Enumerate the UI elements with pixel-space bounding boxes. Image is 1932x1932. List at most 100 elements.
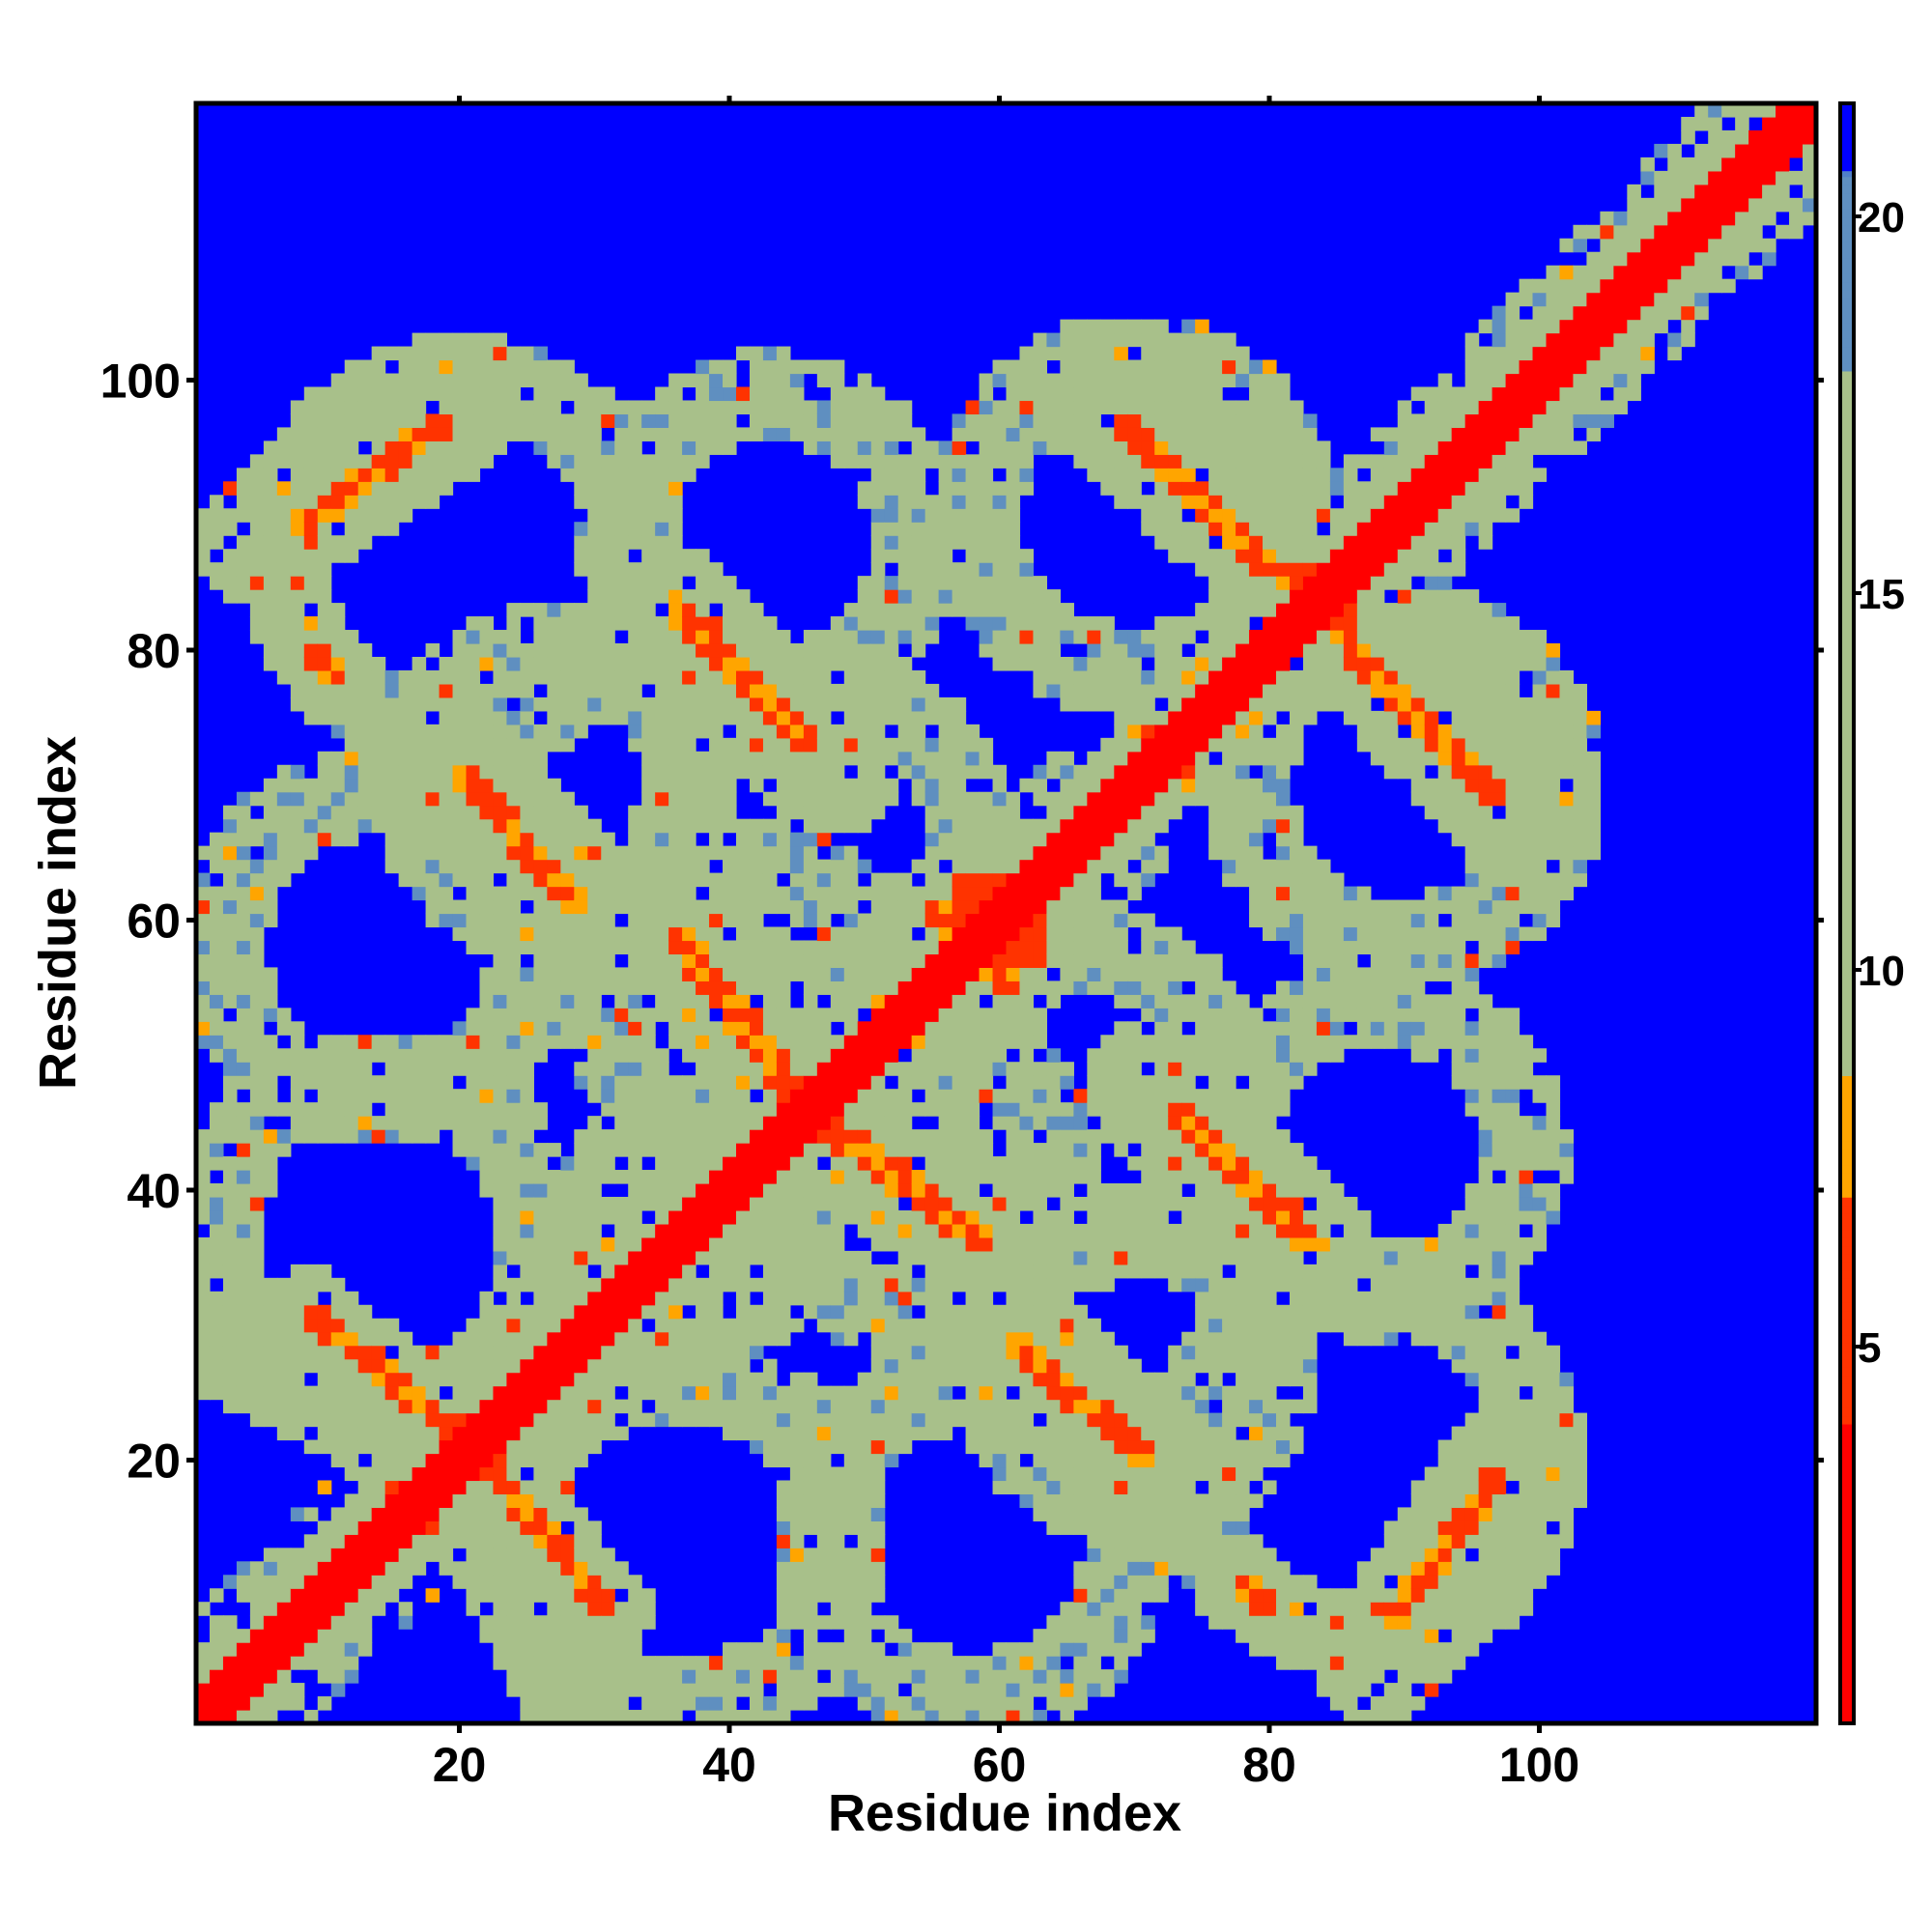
heatmap-cell: [1046, 1507, 1061, 1521]
heatmap-cell: [587, 980, 602, 995]
heatmap-cell: [776, 1629, 791, 1643]
heatmap-cell: [533, 696, 548, 712]
heatmap-cell: [601, 1008, 615, 1022]
heatmap-cell: [884, 589, 899, 604]
heatmap-cell: [965, 1439, 980, 1455]
heatmap-cell: [870, 1035, 886, 1049]
heatmap-cell: [776, 1669, 791, 1684]
heatmap-cell: [1114, 440, 1128, 455]
heatmap-cell: [776, 832, 791, 847]
heatmap-cell: [655, 1143, 669, 1157]
heatmap-cell: [236, 1170, 251, 1184]
heatmap-cell: [1006, 1291, 1021, 1306]
heatmap-cell: [357, 522, 373, 536]
heatmap-cell: [749, 346, 764, 361]
heatmap-cell: [439, 1520, 454, 1535]
heatmap-cell: [668, 1035, 683, 1049]
heatmap-cell: [749, 1696, 764, 1711]
heatmap-cell: [830, 1466, 845, 1482]
heatmap-cell: [1073, 413, 1088, 428]
heatmap-cell: [371, 791, 386, 807]
heatmap-cell: [696, 751, 710, 766]
heatmap-cell: [357, 696, 373, 712]
heatmap-cell: [466, 1035, 481, 1049]
heatmap-cell: [506, 1385, 521, 1401]
heatmap-cell: [641, 1021, 656, 1036]
heatmap-cell: [1100, 1223, 1115, 1238]
heatmap-cell: [587, 1372, 602, 1387]
heatmap-cell: [641, 522, 656, 536]
heatmap-cell: [506, 1412, 521, 1428]
heatmap-cell: [371, 1116, 386, 1130]
heatmap-cell: [574, 1642, 588, 1657]
heatmap-cell: [696, 940, 710, 955]
heatmap-cell: [506, 845, 521, 861]
heatmap-cell: [992, 1236, 1008, 1252]
heatmap-cell: [641, 454, 656, 469]
heatmap-cell: [209, 953, 224, 968]
heatmap-cell: [236, 859, 251, 874]
heatmap-cell: [249, 576, 265, 590]
heatmap-cell: [384, 832, 400, 847]
heatmap-cell: [439, 427, 454, 441]
heatmap-cell: [843, 1561, 859, 1576]
heatmap-cell: [452, 332, 468, 348]
heatmap-cell: [911, 980, 926, 995]
heatmap-cell: [1019, 1466, 1035, 1482]
heatmap-cell: [506, 683, 521, 698]
heatmap-cell: [587, 400, 602, 415]
heatmap-cell: [357, 508, 373, 523]
heatmap-cell: [371, 346, 386, 361]
heatmap-cell: [655, 845, 669, 861]
heatmap-cell: [911, 616, 926, 631]
heatmap-cell: [520, 1561, 534, 1576]
heatmap-cell: [952, 696, 967, 712]
heatmap-cell: [371, 468, 386, 482]
heatmap-cell: [709, 710, 724, 725]
heatmap-cell: [830, 1318, 845, 1333]
heatmap-cell: [628, 1089, 642, 1103]
heatmap-cell: [682, 1399, 696, 1414]
heatmap-cell: [857, 1021, 872, 1036]
heatmap-cell: [749, 845, 764, 861]
heatmap-cell: [857, 683, 872, 698]
heatmap-cell: [884, 1129, 899, 1144]
heatmap-cell: [587, 495, 602, 509]
heatmap-cell: [897, 1358, 913, 1374]
heatmap-cell: [209, 1345, 224, 1360]
heatmap-cell: [723, 440, 737, 455]
heatmap-cell: [1100, 1277, 1115, 1293]
heatmap-cell: [236, 913, 251, 928]
heatmap-cell: [357, 1372, 373, 1387]
heatmap-cell: [614, 1602, 629, 1616]
heatmap-cell: [344, 481, 359, 496]
heatmap-cell: [547, 616, 561, 631]
heatmap-cell: [276, 522, 292, 536]
heatmap-cell: [897, 683, 913, 698]
heatmap-cell: [479, 1520, 495, 1535]
heatmap-cell: [1114, 1021, 1128, 1036]
heatmap-cell: [479, 440, 495, 455]
heatmap-cell: [1033, 872, 1048, 888]
heatmap-cell: [1033, 440, 1048, 455]
heatmap-cell: [1100, 468, 1115, 482]
heatmap-cell: [357, 669, 373, 685]
heatmap-cell: [249, 1615, 265, 1630]
heatmap-cell: [1046, 764, 1061, 780]
heatmap-cell: [1060, 1183, 1074, 1198]
heatmap-cell: [749, 1102, 764, 1117]
heatmap-cell: [952, 980, 967, 995]
heatmap-cell: [857, 1196, 872, 1211]
heatmap-cell: [1006, 872, 1021, 888]
heatmap-cell: [628, 427, 642, 441]
heatmap-cell: [249, 1412, 265, 1428]
heatmap-cell: [776, 656, 791, 671]
heatmap-cell: [762, 1453, 778, 1468]
heatmap-cell: [533, 818, 548, 834]
heatmap-cell: [641, 926, 656, 942]
heatmap-cell: [696, 980, 710, 995]
heatmap-cell: [776, 683, 791, 698]
heatmap-cell: [506, 899, 521, 915]
heatmap-cell: [857, 643, 872, 658]
heatmap-cell: [384, 400, 400, 415]
